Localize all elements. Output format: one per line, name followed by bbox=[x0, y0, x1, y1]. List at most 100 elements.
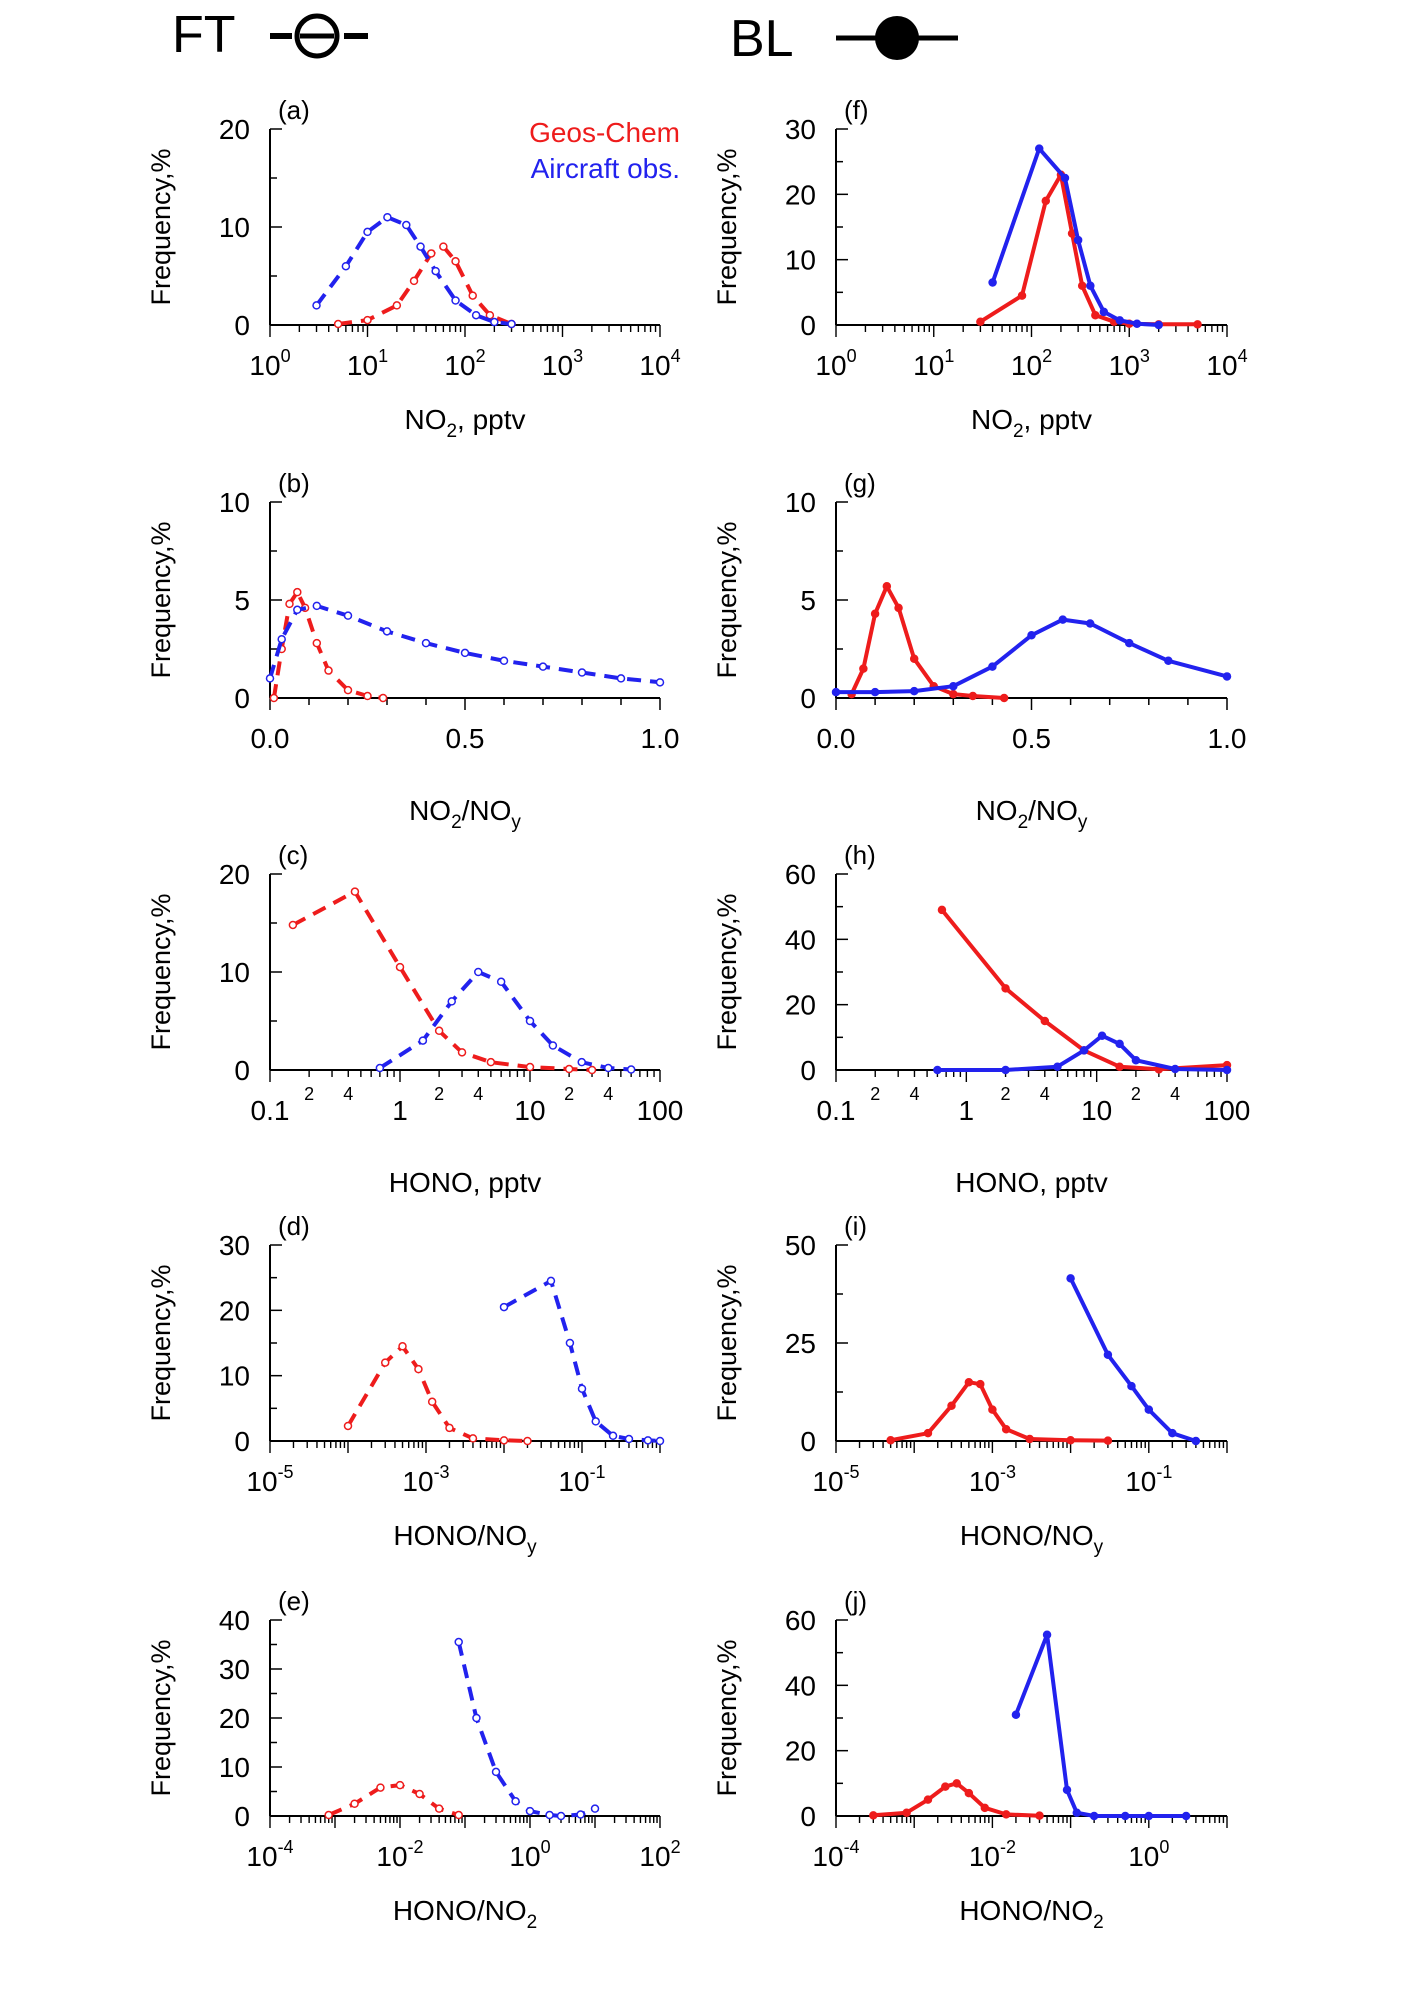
data-point bbox=[1097, 1031, 1107, 1040]
y-tick-label: 10 bbox=[219, 1752, 250, 1783]
data-point bbox=[421, 638, 431, 648]
panel-e: 0 10 20 30 40 Frequency,% 10-4 10-2 100 102 HONO/N… bbox=[146, 1586, 681, 1933]
ft-open-circle-marker bbox=[294, 13, 340, 59]
x-tick-label: 102 bbox=[1011, 346, 1052, 381]
data-point bbox=[474, 967, 483, 977]
x-tick-label: 10-4 bbox=[812, 1837, 859, 1872]
panel-letter: (c) bbox=[278, 840, 308, 870]
panel-i: 0 25 50 Frequency,% 10-5 10-3 10-1 HONO/NOy (i) bbox=[712, 1211, 1228, 1558]
data-point bbox=[1025, 1434, 1034, 1444]
x-tick-label: 10-5 bbox=[812, 1462, 859, 1497]
bl-filled-circle-marker bbox=[875, 16, 919, 60]
x-minor-tick-label: 4 bbox=[603, 1084, 613, 1104]
bl-header: BL bbox=[730, 10, 958, 68]
y-axis-label: Frequency,% bbox=[146, 1264, 176, 1421]
x-tick-label: 100 bbox=[815, 346, 856, 381]
x-tick-label: 1 bbox=[392, 1095, 408, 1126]
y-tick-label: 40 bbox=[219, 1605, 250, 1636]
series-line-aircraft-obs bbox=[378, 970, 632, 1072]
data-point bbox=[941, 1782, 950, 1791]
x-axis-label: HONO/NOy bbox=[393, 1520, 537, 1558]
panel-h: 0 20 40 60 Frequency,% 0.1 1 10 100 2 4 2 4 2 4 HONO, p… bbox=[712, 840, 1250, 1198]
x-axis-label: HONO, pptv bbox=[389, 1167, 541, 1198]
data-point bbox=[894, 603, 903, 613]
data-point bbox=[312, 301, 321, 310]
x-minor-tick-label: 2 bbox=[870, 1084, 880, 1104]
data-point bbox=[277, 634, 286, 644]
x-tick-label: 103 bbox=[1109, 346, 1150, 381]
series-line-aircraft-obs bbox=[1014, 1632, 1187, 1818]
series-line-aircraft-obs bbox=[1068, 1277, 1197, 1443]
series-line-geos-chem bbox=[271, 590, 384, 700]
x-tick-label: 10-2 bbox=[969, 1837, 1016, 1872]
series-line-geos-chem bbox=[346, 1344, 528, 1443]
y-tick-label: 20 bbox=[785, 990, 816, 1021]
x-tick-label: 100 bbox=[509, 1837, 550, 1872]
data-point bbox=[1001, 1424, 1011, 1434]
data-point bbox=[451, 296, 460, 305]
data-point bbox=[1125, 638, 1134, 648]
data-point bbox=[269, 693, 279, 703]
data-point bbox=[447, 997, 456, 1006]
data-point bbox=[831, 687, 841, 697]
data-point bbox=[1170, 1064, 1180, 1074]
series-line-aircraft-obs bbox=[314, 215, 512, 326]
data-point bbox=[525, 1806, 535, 1816]
data-point bbox=[1168, 1428, 1177, 1438]
y-tick-label: 10 bbox=[219, 487, 250, 518]
y-tick-label: 0 bbox=[234, 1426, 250, 1457]
x-tick-label: 102 bbox=[639, 1837, 680, 1872]
data-point bbox=[604, 1063, 613, 1073]
panel-a: 0 10 20 Frequency,% 100 101 102 103 104 NO2, pptv… bbox=[146, 95, 681, 442]
panel-d: 0 10 20 30 Frequency,% 10-5 10-3 10-1 HONO/NOy (d… bbox=[146, 1211, 665, 1558]
data-point bbox=[472, 1713, 481, 1723]
data-point bbox=[1072, 1808, 1082, 1817]
y-axis-label: Frequency,% bbox=[146, 521, 176, 678]
x-axis-label: NO2/NOy bbox=[976, 795, 1088, 833]
panel-letter: (b) bbox=[278, 468, 310, 498]
data-point bbox=[576, 1810, 585, 1819]
y-tick-label: 0 bbox=[800, 683, 816, 714]
data-point bbox=[1132, 319, 1142, 328]
x-tick-label: 104 bbox=[639, 346, 680, 381]
data-point bbox=[312, 638, 322, 648]
data-point bbox=[976, 1379, 985, 1389]
y-tick-label: 0 bbox=[234, 310, 250, 341]
y-axis-label: Frequency,% bbox=[146, 893, 176, 1050]
y-tick-label: 5 bbox=[800, 585, 816, 616]
data-point bbox=[490, 317, 499, 327]
data-point bbox=[643, 1436, 653, 1445]
data-point bbox=[949, 689, 958, 699]
x-tick-label: 0.1 bbox=[251, 1095, 290, 1126]
data-point bbox=[870, 687, 880, 697]
data-point bbox=[341, 261, 351, 271]
x-axis-label: HONO/NOy bbox=[960, 1520, 1104, 1558]
data-point bbox=[1121, 1811, 1130, 1821]
panel-letter: (g) bbox=[844, 468, 876, 498]
data-point bbox=[538, 662, 548, 671]
data-point bbox=[1131, 1055, 1141, 1065]
data-point bbox=[511, 1797, 520, 1806]
data-point bbox=[1103, 1350, 1113, 1360]
data-point bbox=[947, 1401, 956, 1410]
data-point bbox=[587, 1065, 597, 1075]
data-point bbox=[416, 242, 425, 251]
data-point bbox=[1079, 1046, 1089, 1055]
x-tick-label: 100 bbox=[1204, 1095, 1251, 1126]
data-point bbox=[454, 1810, 463, 1820]
data-point bbox=[964, 1788, 974, 1798]
data-point bbox=[980, 1803, 990, 1813]
data-point bbox=[1144, 1811, 1154, 1821]
data-point bbox=[870, 609, 880, 618]
data-point bbox=[1154, 320, 1163, 330]
series-line-geos-chem bbox=[940, 908, 1228, 1072]
data-point bbox=[1001, 1065, 1010, 1075]
data-point bbox=[1060, 173, 1070, 183]
data-point bbox=[577, 1057, 586, 1067]
y-tick-label: 0 bbox=[800, 1426, 816, 1457]
data-point bbox=[434, 1804, 444, 1813]
x-tick-label: 100 bbox=[249, 346, 290, 381]
data-point bbox=[1115, 1062, 1124, 1071]
data-point bbox=[624, 1434, 634, 1444]
data-point bbox=[499, 1436, 509, 1445]
